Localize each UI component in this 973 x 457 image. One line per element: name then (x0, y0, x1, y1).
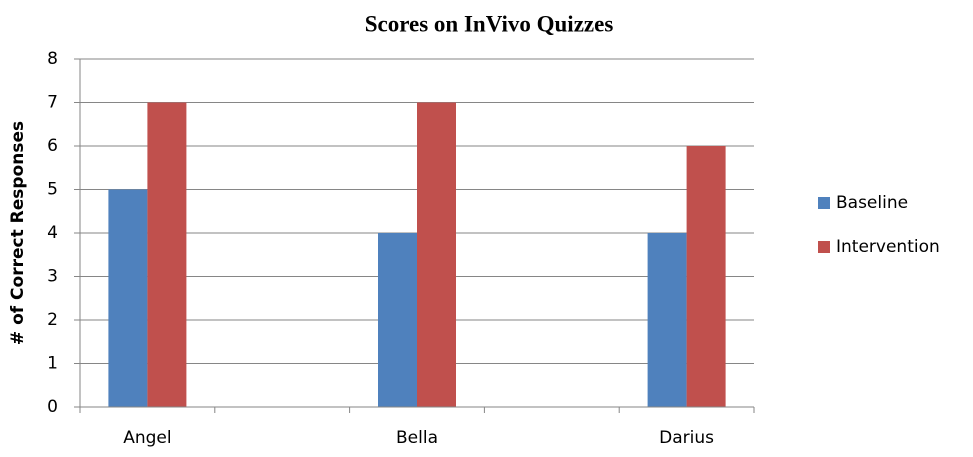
y-tick-label: 6 (47, 136, 58, 156)
x-tick-label: Bella (396, 428, 438, 448)
y-axis-label: # of Correct Responses (8, 121, 28, 345)
y-tick-label: 0 (47, 397, 58, 417)
x-tick-label: Darius (659, 428, 714, 448)
legend-swatch (818, 241, 830, 253)
x-tick-label: Angel (123, 428, 171, 448)
legend-label: Baseline (836, 193, 908, 213)
legend-swatch (818, 197, 830, 209)
bar (147, 102, 187, 407)
y-tick-label: 8 (47, 49, 58, 69)
bar (417, 102, 456, 407)
bar (378, 233, 417, 407)
y-tick-label: 1 (47, 354, 58, 374)
bar (686, 146, 726, 407)
y-tick-label: 5 (47, 180, 58, 200)
legend-label: Intervention (836, 237, 940, 257)
y-tick-label: 2 (47, 310, 58, 330)
y-tick-label: 4 (47, 223, 58, 243)
y-tick-label: 3 (47, 267, 58, 287)
y-tick-label: 7 (47, 93, 58, 113)
bar (108, 189, 148, 407)
bar (647, 233, 687, 407)
chart-title: Scores on InVivo Quizzes (365, 11, 614, 36)
